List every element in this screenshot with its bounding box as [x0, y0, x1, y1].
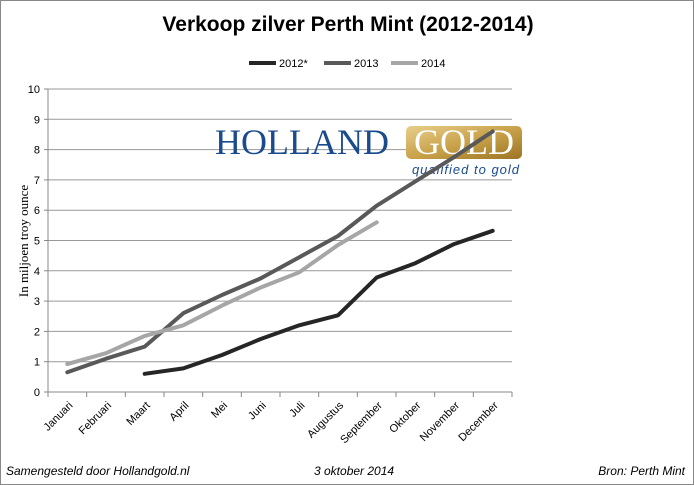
- y-tick-label: 7: [34, 175, 40, 187]
- logo-gold-badge: [406, 126, 522, 159]
- y-axis-label: In miljoen troy ounce: [16, 185, 31, 298]
- footer-date: 3 oktober 2014: [314, 464, 395, 478]
- x-tick-label: Januari: [41, 400, 75, 434]
- y-tick-label: 3: [34, 296, 40, 308]
- x-tick-label: Oktober: [387, 399, 423, 435]
- y-tick-label: 5: [34, 236, 40, 248]
- logo-holland: HOLLAND: [215, 122, 389, 162]
- x-tick-label: Februari: [77, 400, 114, 437]
- x-tick-label: April: [167, 400, 191, 424]
- y-tick-label: 9: [34, 114, 40, 126]
- footer-credit: Samengesteld door Hollandgold.nl: [6, 464, 190, 478]
- x-tick-label: November: [418, 399, 463, 444]
- series-line-2014: [65, 220, 379, 367]
- x-tick-label: Maart: [124, 400, 152, 428]
- series-line-2012: [142, 228, 495, 376]
- legend-label: 2012*: [279, 58, 308, 70]
- y-tick-label: 10: [28, 84, 40, 96]
- x-tick-label: September: [338, 399, 385, 446]
- logo-gold: GOLD: [414, 122, 514, 162]
- chart-title: Verkoop zilver Perth Mint (2012-2014): [162, 13, 534, 36]
- y-tick-label: 2: [34, 326, 40, 338]
- x-tick-label: Juni: [246, 400, 269, 423]
- legend-label: 2014: [421, 58, 445, 70]
- y-tick-label: 8: [34, 145, 40, 157]
- y-tick-label: 0: [34, 387, 40, 399]
- footer-source: Bron: Perth Mint: [598, 464, 685, 478]
- x-tick-label: December: [456, 399, 501, 444]
- y-tick-label: 6: [34, 205, 40, 217]
- y-tick-label: 4: [34, 266, 40, 278]
- y-tick-label: 1: [34, 357, 40, 369]
- x-tick-label: Mei: [209, 400, 230, 421]
- legend-label: 2013: [354, 58, 378, 70]
- x-tick-label: Juli: [287, 400, 307, 420]
- series-line-2013: [65, 129, 495, 375]
